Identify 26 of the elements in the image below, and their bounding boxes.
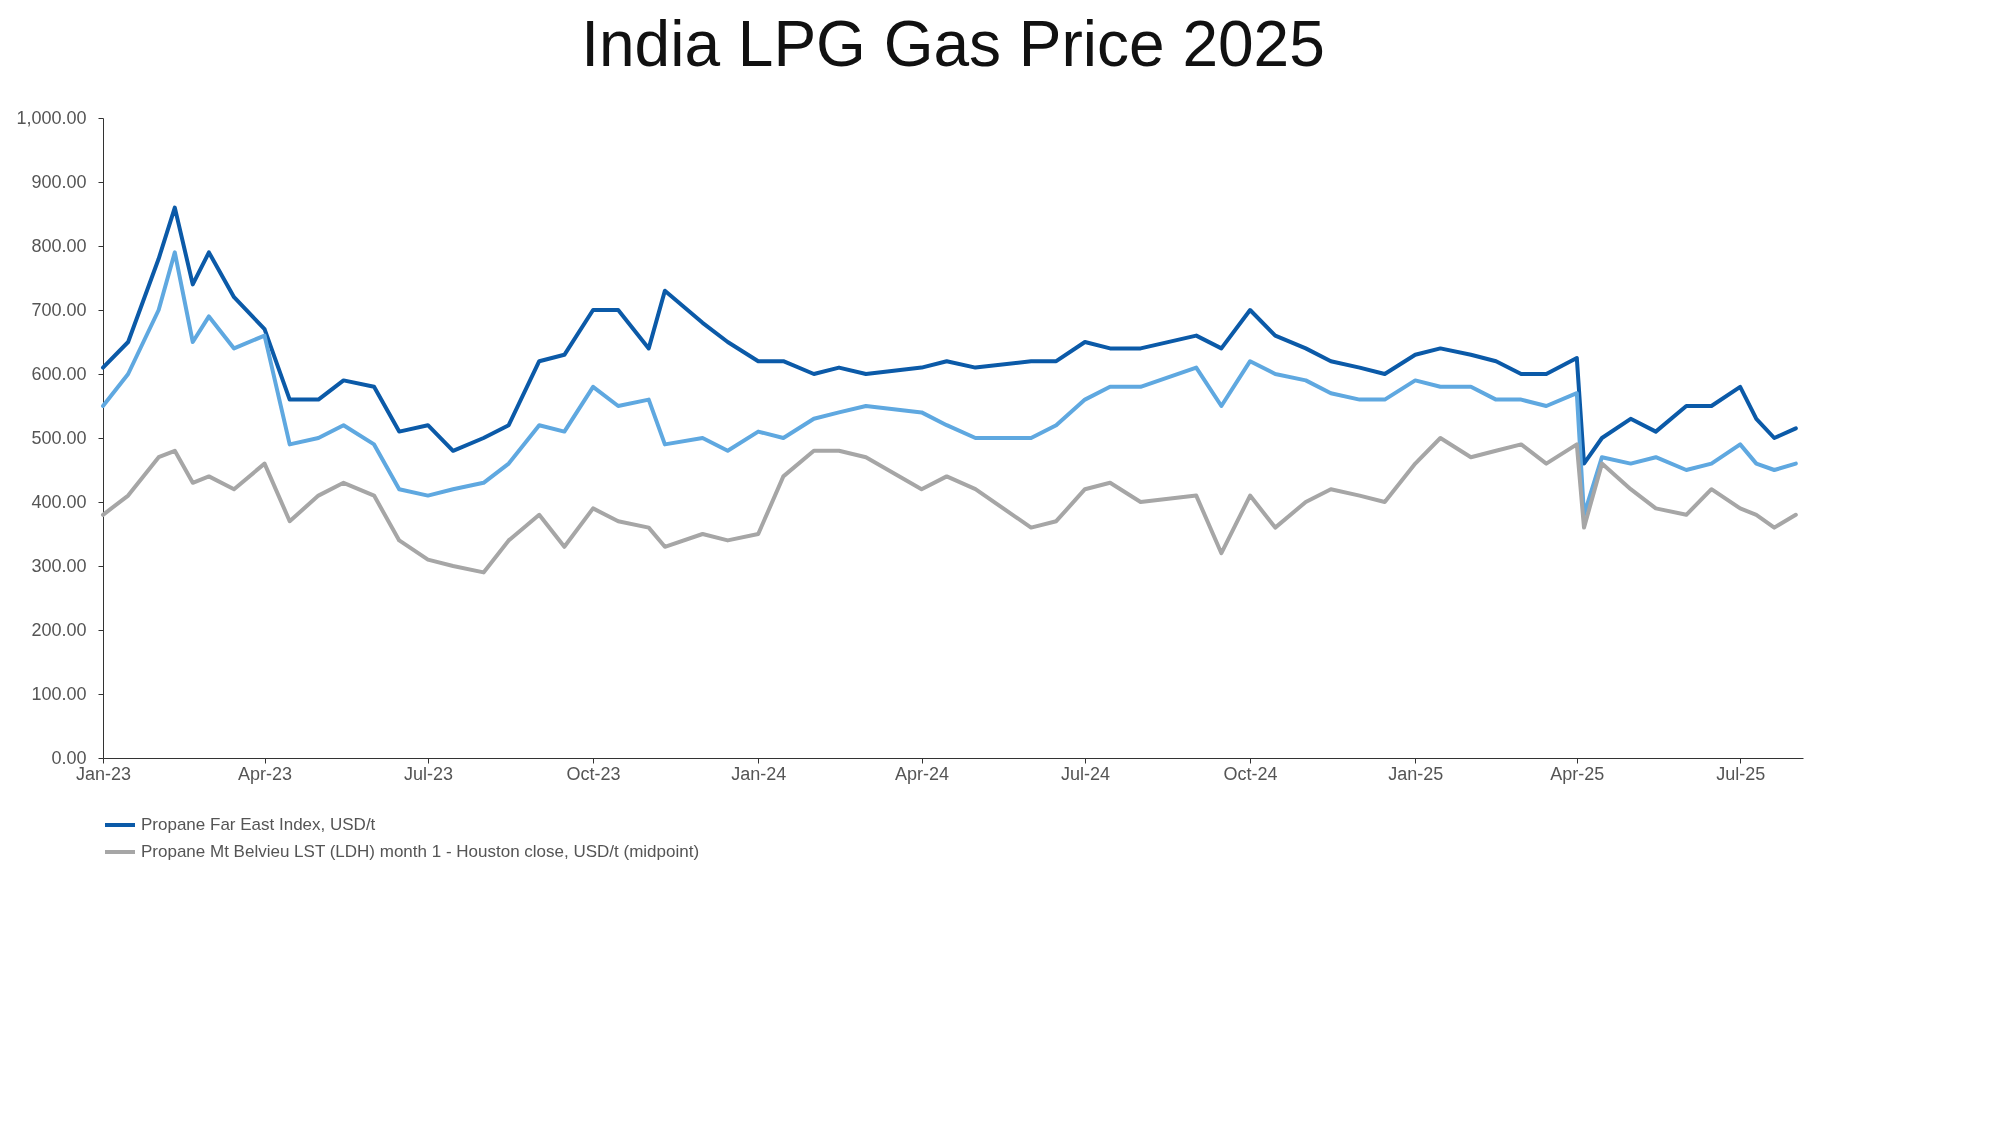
y-tick-label: 600.00	[31, 363, 87, 384]
y-tick-label: 200.00	[31, 619, 87, 640]
y-tick-label: 1,000.00	[16, 107, 87, 128]
y-tick-label: 100.00	[31, 683, 87, 704]
legend-label: Propane Far East Index, USD/t	[141, 815, 376, 834]
x-tick-label: Jan-24	[731, 763, 787, 784]
x-tick-label: Jul-23	[403, 763, 453, 784]
x-tick-label: Apr-25	[1550, 763, 1605, 784]
y-tick-label: 300.00	[31, 555, 87, 576]
chart-title: India LPG Gas Price 2025	[581, 8, 1325, 80]
y-tick-label: 400.00	[31, 491, 87, 512]
x-tick-label: Oct-24	[1223, 763, 1278, 784]
x-tick-label: Jan-25	[1388, 763, 1444, 784]
line-series	[101, 250, 1798, 517]
y-tick-label: 500.00	[31, 427, 87, 448]
y-tick-label: 800.00	[31, 235, 87, 256]
line-series	[101, 436, 1798, 575]
x-tick-label: Jul-24	[1060, 763, 1110, 784]
legend-label: Propane Mt Belvieu LST (LDH) month 1 - Houston close, USD/t (midpoint)	[141, 842, 700, 861]
x-tick-label: Oct-23	[566, 763, 621, 784]
x-tick-label: Jul-25	[1716, 763, 1766, 784]
x-tick-label: Apr-23	[238, 763, 293, 784]
line-series	[101, 205, 1798, 466]
x-tick-label: Apr-24	[895, 763, 950, 784]
y-tick-label: 700.00	[31, 299, 87, 320]
y-tick-label: 900.00	[31, 171, 87, 192]
